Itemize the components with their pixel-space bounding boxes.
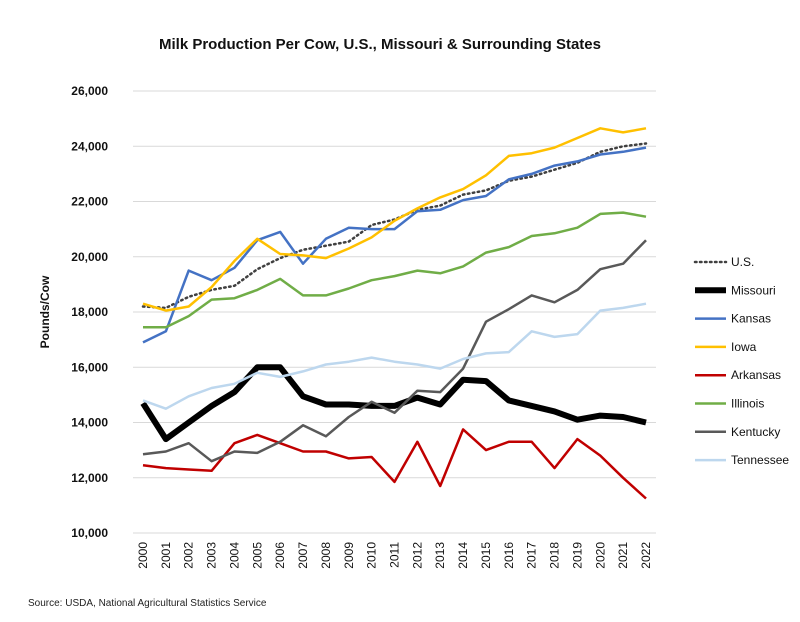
legend-label: Missouri (731, 283, 776, 297)
x-tick-label: 2000 (136, 542, 150, 569)
x-tick-label: 2019 (570, 542, 584, 569)
y-tick-label: 20,000 (71, 250, 108, 264)
x-tick-label: 2020 (593, 542, 607, 569)
x-tick-label: 2022 (639, 542, 653, 569)
x-tick-label: 2014 (456, 542, 470, 569)
x-tick-label: 2018 (548, 542, 562, 569)
series-line-kentucky (142, 239, 647, 463)
x-tick-label: 2012 (410, 542, 424, 569)
y-axis-label: Pounds/Cow (38, 275, 52, 348)
x-tick-label: 2011 (388, 542, 402, 568)
y-tick-label: 24,000 (71, 139, 108, 153)
legend-label: Illinois (731, 397, 764, 411)
legend-label: U.S. (731, 255, 754, 269)
y-tick-label: 22,000 (71, 195, 108, 209)
x-tick-label: 2017 (525, 542, 539, 569)
y-tick-label: 10,000 (71, 526, 108, 540)
x-tick-label: 2002 (182, 542, 196, 569)
legend-label: Arkansas (731, 368, 781, 382)
series-line-kansas (142, 146, 647, 344)
y-tick-label: 12,000 (71, 471, 108, 485)
x-tick-label: 2021 (616, 542, 630, 569)
x-tick-label: 2007 (296, 542, 310, 569)
x-tick-label: 2015 (479, 542, 493, 569)
series-line-tennessee (142, 302, 647, 410)
y-tick-label: 14,000 (71, 416, 108, 430)
y-tick-label: 26,000 (71, 84, 108, 98)
legend-label: Kansas (731, 312, 771, 326)
x-tick-label: 2010 (365, 542, 379, 569)
x-tick-label: 2005 (250, 542, 264, 569)
y-tick-label: 18,000 (71, 305, 108, 319)
series-line-us (141, 142, 648, 310)
legend-label: Iowa (731, 340, 757, 354)
x-tick-label: 2003 (205, 542, 219, 569)
x-tick-label: 2006 (273, 542, 287, 569)
legend-label: Tennessee (731, 453, 789, 467)
x-tick-label: 2001 (159, 542, 173, 569)
series-line-iowa (142, 127, 647, 312)
x-tick-label: 2009 (342, 542, 356, 569)
x-tick-label: 2013 (433, 542, 447, 569)
series-line-missouri (140, 364, 647, 443)
x-tick-label: 2008 (319, 542, 333, 569)
legend-label: Kentucky (731, 425, 780, 439)
y-tick-label: 16,000 (71, 360, 108, 374)
x-tick-label: 2016 (502, 542, 516, 569)
series-line-arkansas (142, 428, 647, 500)
x-tick-label: 2004 (227, 542, 241, 569)
chart-title: Milk Production Per Cow, U.S., Missouri … (159, 36, 601, 53)
source-note: Source: USDA, National Agricultural Stat… (28, 598, 267, 609)
